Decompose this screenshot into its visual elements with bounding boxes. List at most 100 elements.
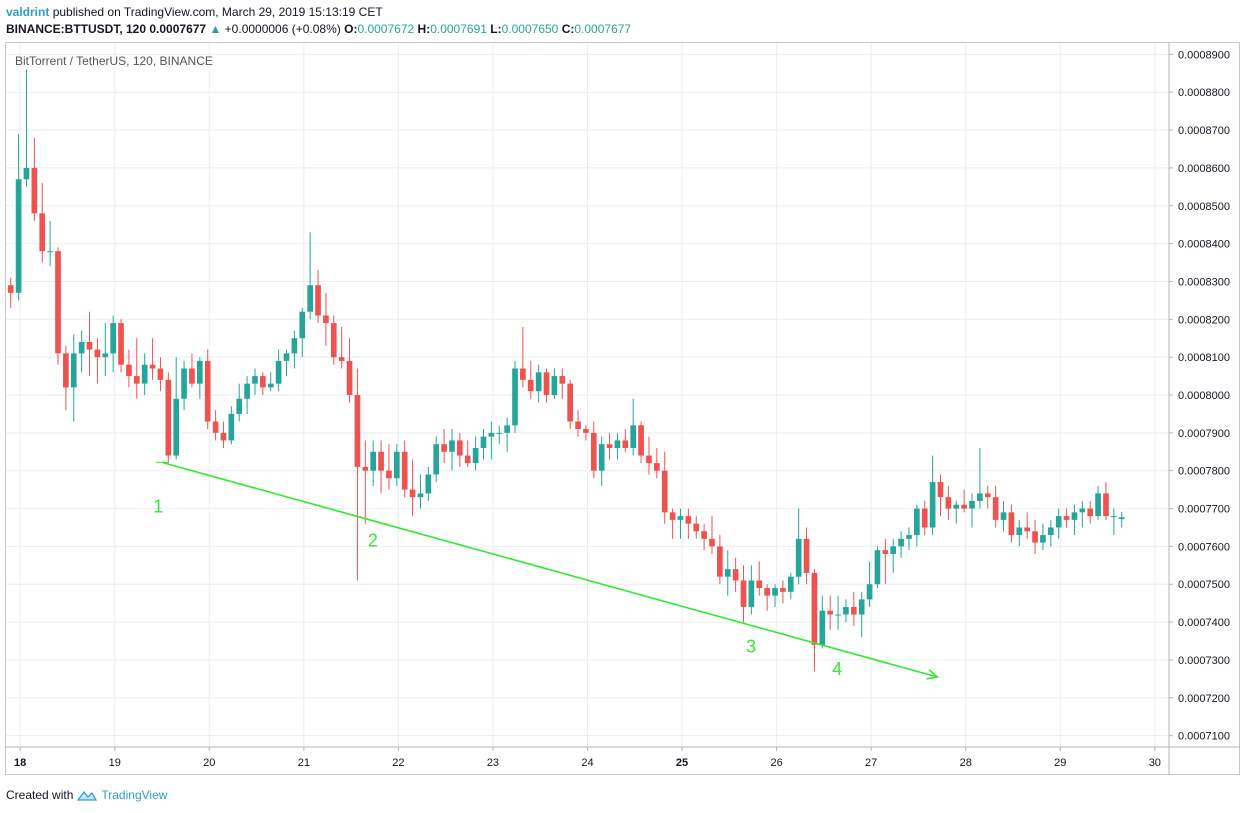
candle-body <box>551 376 558 395</box>
candle <box>914 504 920 547</box>
candle-body <box>70 353 77 388</box>
candle <box>283 349 290 377</box>
candle <box>449 429 455 471</box>
candle-body <box>228 413 235 441</box>
candle <box>1063 508 1070 528</box>
candle-body <box>47 251 53 253</box>
annotation-label: 1 <box>153 496 163 516</box>
candle <box>315 270 321 324</box>
candle-body <box>606 444 613 448</box>
x-tick-label: 25 <box>676 757 688 769</box>
candle <box>575 410 581 437</box>
author-name[interactable]: valdrint <box>6 5 50 19</box>
candle-body <box>937 482 944 498</box>
candle <box>173 357 180 460</box>
candle <box>874 546 881 589</box>
candle <box>370 440 377 486</box>
publish-info: valdrint published on TradingView.com, M… <box>6 5 383 19</box>
candle-body <box>409 489 416 498</box>
candle <box>244 376 250 414</box>
candle <box>669 508 676 539</box>
candle-body <box>567 383 574 422</box>
candle-body <box>315 285 321 316</box>
candle-body <box>236 398 243 414</box>
candle-body <box>622 440 629 448</box>
candle-body <box>1087 508 1094 517</box>
candle-body <box>890 546 897 554</box>
candle <box>204 349 211 430</box>
candle-body <box>464 455 471 464</box>
trendline <box>161 461 938 678</box>
candle-body <box>252 376 258 384</box>
candle-body <box>661 470 668 513</box>
candle <box>535 364 542 403</box>
y-tick-label: 0.0008900 <box>1178 49 1230 61</box>
candle-body <box>86 342 93 350</box>
x-tick-label: 18 <box>14 757 26 769</box>
chart-frame <box>5 42 1240 775</box>
candle <box>567 379 574 430</box>
candle-body <box>535 372 542 392</box>
candle-body <box>819 610 826 645</box>
candle-body <box>1079 508 1086 513</box>
y-tick-label: 0.0007500 <box>1178 579 1230 591</box>
candle <box>772 584 778 607</box>
candle-body <box>969 500 975 509</box>
candle <box>220 421 227 448</box>
tradingview-logo-icon <box>77 791 98 801</box>
candle <box>70 334 77 422</box>
close-label: C: <box>561 22 575 36</box>
candle-body <box>992 497 999 520</box>
candle <box>141 353 148 395</box>
candle-body <box>386 470 392 479</box>
y-tick-label: 0.0007900 <box>1178 428 1230 440</box>
candle-body <box>717 546 723 577</box>
x-tick-label: 28 <box>960 757 972 769</box>
candle <box>866 561 873 607</box>
candle <box>961 489 967 513</box>
candle-body <box>575 421 581 430</box>
candle-body <box>748 580 755 607</box>
candle <box>764 584 770 611</box>
candle <box>890 538 897 573</box>
candle-body <box>393 451 400 479</box>
candle <box>953 500 960 524</box>
candle-series <box>7 69 1125 672</box>
candle-body <box>63 353 69 388</box>
y-tick-label: 0.0008800 <box>1178 87 1230 99</box>
candle-body <box>1016 527 1023 536</box>
candle <box>338 326 345 369</box>
candle <box>551 368 558 399</box>
candle-body <box>732 569 739 581</box>
candle-body <box>220 432 227 441</box>
candle <box>165 372 172 464</box>
x-tick-label: 29 <box>1054 757 1066 769</box>
candle <box>512 360 518 433</box>
candle-body <box>126 364 132 377</box>
candle-body <box>173 398 180 456</box>
publish-text: published on TradingView.com, March 29, … <box>52 5 383 19</box>
candle-body <box>1040 535 1046 543</box>
candle <box>78 330 85 373</box>
candle <box>433 436 440 483</box>
candle-body <box>118 323 124 365</box>
candle <box>275 349 282 392</box>
x-tick-label: 23 <box>487 757 499 769</box>
candle-body <box>504 425 510 433</box>
x-tick-label: 24 <box>581 757 593 769</box>
candle <box>110 315 116 373</box>
candle-body <box>756 580 763 589</box>
candle-body <box>961 504 967 509</box>
candle <box>354 368 361 581</box>
candle <box>732 557 739 592</box>
created-with-text: Created with <box>6 788 74 802</box>
candle-body <box>882 550 889 554</box>
candle-body <box>31 167 38 214</box>
candle-body <box>480 436 487 448</box>
candle <box>693 516 700 539</box>
candle <box>133 338 140 399</box>
tradingview-brand[interactable]: TradingView <box>101 788 168 802</box>
up-arrow-icon: ▲ <box>209 22 222 36</box>
candle-body <box>914 508 920 536</box>
